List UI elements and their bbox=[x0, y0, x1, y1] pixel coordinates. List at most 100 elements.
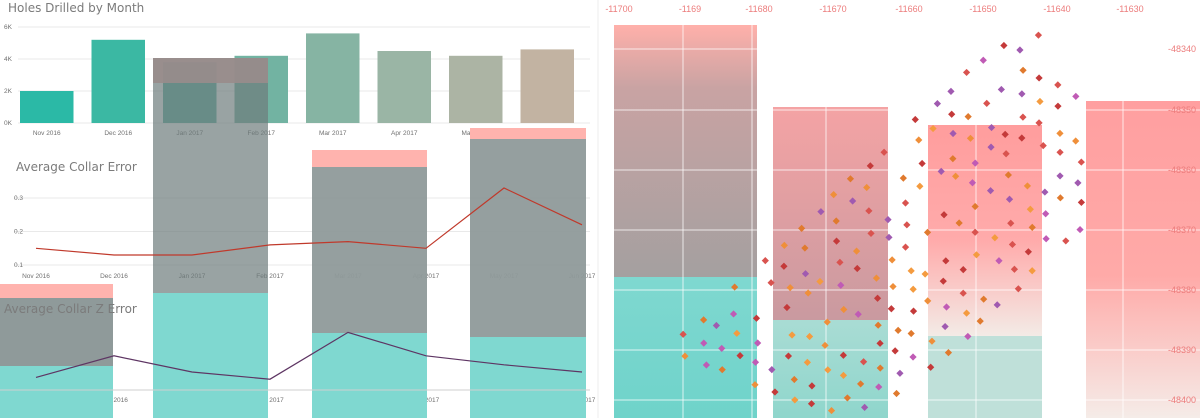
scatter-point bbox=[1056, 129, 1064, 137]
collar-y-tick: 0.3 bbox=[14, 195, 23, 202]
collar-z-x-tick: Dec 2016 bbox=[100, 397, 128, 404]
scatter-point bbox=[804, 289, 812, 297]
scatter-point bbox=[907, 267, 915, 275]
scatter-point bbox=[866, 162, 874, 170]
scatter-point bbox=[921, 270, 929, 278]
scatter-point bbox=[843, 394, 851, 402]
scatter-point bbox=[976, 317, 984, 325]
scatter-point bbox=[891, 347, 899, 355]
scatter-point bbox=[901, 199, 910, 207]
scatter-point bbox=[803, 358, 811, 366]
scatter-point bbox=[788, 331, 796, 339]
scatter-point bbox=[780, 262, 788, 270]
scatter-point bbox=[751, 358, 760, 366]
holes-bar bbox=[377, 51, 431, 123]
scatter-point bbox=[1039, 142, 1047, 150]
scatter-point bbox=[968, 179, 977, 187]
scatter-point bbox=[852, 247, 861, 255]
scatter-point bbox=[1042, 235, 1050, 243]
scatter-point bbox=[751, 381, 759, 389]
scatter-point bbox=[997, 85, 1005, 94]
scatter-point bbox=[927, 363, 935, 371]
scatter-point bbox=[791, 396, 799, 404]
scatter-point bbox=[940, 211, 948, 219]
scatter-point bbox=[916, 182, 924, 190]
scatter-point bbox=[830, 190, 838, 199]
scatter-point bbox=[901, 243, 910, 251]
scatter-point bbox=[821, 341, 829, 349]
scatter-y-tick: -48340 bbox=[1168, 44, 1196, 54]
scatter-point bbox=[790, 375, 798, 384]
scatter-point bbox=[832, 237, 841, 245]
scatter-point bbox=[1054, 81, 1062, 89]
scatter-point bbox=[991, 234, 999, 242]
holes-bar bbox=[520, 49, 574, 123]
collar-z-chart-title: Average Collar Z Error bbox=[4, 302, 137, 316]
scatter-x-tick: -11700 bbox=[605, 4, 632, 14]
scatter-point bbox=[784, 352, 793, 360]
scatter-point bbox=[915, 136, 923, 144]
scatter-point bbox=[896, 369, 904, 377]
scatter-point bbox=[979, 56, 987, 64]
scatter-point bbox=[987, 143, 995, 151]
scatter-point bbox=[971, 228, 979, 236]
holes-bars bbox=[20, 33, 574, 123]
scatter-point bbox=[1004, 171, 1012, 179]
overlay-column bbox=[0, 298, 113, 366]
scatter-x-tick: -1169 bbox=[679, 4, 701, 14]
scatter-point bbox=[1014, 285, 1022, 293]
collar-z-x-tick: Feb 2017 bbox=[256, 397, 284, 404]
scatter-point bbox=[1024, 248, 1032, 256]
overlay-columns bbox=[0, 58, 586, 418]
scatter-point bbox=[1074, 179, 1082, 187]
scatter-point bbox=[1005, 195, 1014, 203]
scatter-point bbox=[1077, 198, 1085, 207]
scatter-point bbox=[876, 339, 884, 347]
scatter-point bbox=[959, 266, 967, 274]
scatter-point bbox=[1072, 137, 1080, 145]
scatter-point bbox=[808, 382, 816, 390]
scatter-point bbox=[964, 332, 972, 341]
scatter-point bbox=[907, 329, 915, 338]
scatter-point bbox=[863, 183, 871, 192]
scatter-point bbox=[681, 352, 689, 360]
holes-bar bbox=[91, 39, 145, 123]
scatter-point bbox=[962, 68, 971, 77]
overlay-column bbox=[312, 167, 427, 333]
scatter-point bbox=[933, 100, 941, 108]
scatter-point bbox=[817, 208, 825, 216]
scatter-point bbox=[801, 270, 810, 278]
scatter-point bbox=[700, 339, 708, 347]
scatter-point bbox=[824, 366, 832, 374]
scatter-point bbox=[1016, 46, 1024, 54]
scatter-point bbox=[993, 301, 1001, 309]
scatter-panel: -11700 -1169 -11680 -11670 -11660 -11650 -1164… bbox=[597, 0, 1200, 418]
scatter-point bbox=[909, 307, 918, 315]
scatter-point bbox=[939, 277, 947, 285]
scatter-point bbox=[942, 257, 950, 265]
scatter-point bbox=[816, 277, 824, 286]
holes-bar bbox=[449, 55, 503, 123]
scatter-point bbox=[859, 358, 868, 366]
scatter-y-tick: -48380 bbox=[1168, 285, 1196, 295]
scatter-point bbox=[733, 329, 741, 337]
scatter-point bbox=[876, 364, 884, 372]
scatter-point bbox=[849, 197, 857, 205]
collar-z-error-line bbox=[35, 331, 583, 380]
scatter-point bbox=[1035, 74, 1043, 82]
overlay-column bbox=[312, 333, 427, 418]
scatter-point bbox=[736, 352, 744, 360]
scatter-point bbox=[752, 314, 761, 322]
holes-y-tick: 6K bbox=[4, 24, 13, 31]
scatter-point bbox=[937, 167, 945, 175]
scatter-point bbox=[832, 217, 840, 225]
scatter-point bbox=[1028, 267, 1036, 275]
scatter-point bbox=[980, 295, 988, 303]
scatter-point bbox=[899, 174, 907, 182]
scatter-point bbox=[1056, 172, 1064, 180]
holes-y-tick: 4K bbox=[4, 56, 13, 63]
scatter-point bbox=[971, 159, 979, 167]
scatter-point bbox=[887, 305, 895, 313]
scatter-point bbox=[840, 305, 848, 314]
scatter-point bbox=[924, 297, 932, 305]
